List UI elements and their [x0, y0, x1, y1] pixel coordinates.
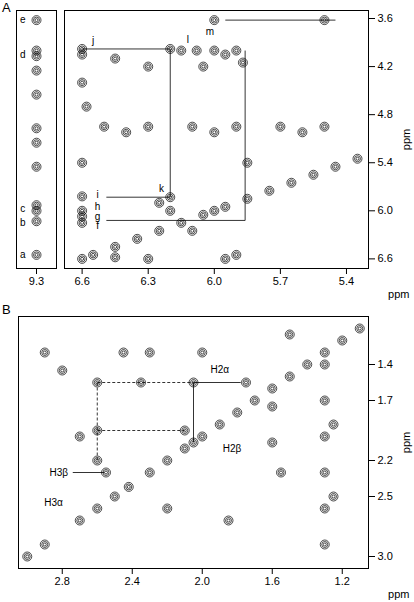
svg-text:m: m: [206, 26, 214, 37]
svg-text:5.7: 5.7: [273, 275, 288, 287]
svg-text:H2β: H2β: [223, 443, 242, 454]
svg-text:6.0: 6.0: [378, 204, 393, 216]
svg-text:1.7: 1.7: [378, 394, 393, 406]
svg-text:g: g: [94, 210, 101, 222]
html-text:B: B: [2, 302, 11, 317]
svg-text:f: f: [96, 220, 99, 231]
svg-text:c: c: [20, 203, 25, 214]
svg-text:ppm: ppm: [388, 588, 409, 600]
svg-text:4.2: 4.2: [378, 60, 393, 72]
svg-text:2.0: 2.0: [195, 575, 210, 587]
svg-text:1.4: 1.4: [378, 358, 393, 370]
svg-text:ppm: ppm: [388, 288, 409, 300]
svg-text:6.0: 6.0: [207, 275, 222, 287]
svg-text:5.4: 5.4: [339, 275, 354, 287]
svg-text:1.2: 1.2: [335, 575, 350, 587]
svg-text:d: d: [20, 49, 26, 60]
svg-text:e: e: [20, 14, 26, 25]
html-text:A: A: [2, 0, 11, 15]
svg-text:6.3: 6.3: [141, 275, 156, 287]
svg-text:6.6: 6.6: [74, 275, 89, 287]
svg-text:i: i: [96, 189, 98, 200]
svg-text:3.6: 3.6: [378, 12, 393, 24]
svg-text:1.6: 1.6: [265, 575, 280, 587]
svg-text:2.4: 2.4: [125, 575, 140, 587]
svg-text:9.3: 9.3: [29, 275, 44, 287]
svg-text:l: l: [187, 34, 189, 45]
svg-text:k: k: [159, 183, 165, 194]
svg-text:a: a: [20, 249, 26, 260]
svg-text:b: b: [20, 217, 26, 228]
svg-text:H3β: H3β: [49, 467, 68, 478]
svg-text:2.5: 2.5: [378, 490, 393, 502]
svg-text:4.8: 4.8: [378, 108, 393, 120]
svg-text:2.2: 2.2: [378, 454, 393, 466]
svg-text:6.6: 6.6: [378, 252, 393, 264]
svg-text:5.4: 5.4: [378, 156, 393, 168]
svg-text:H3α: H3α: [44, 497, 63, 508]
svg-text:j: j: [91, 35, 94, 46]
svg-text:ppm: ppm: [400, 129, 412, 150]
svg-text:h: h: [94, 201, 101, 212]
svg-text:H2α: H2α: [210, 364, 229, 375]
svg-text:ppm: ppm: [400, 432, 412, 453]
svg-text:3.0: 3.0: [378, 550, 393, 562]
svg-text:2.8: 2.8: [55, 575, 70, 587]
